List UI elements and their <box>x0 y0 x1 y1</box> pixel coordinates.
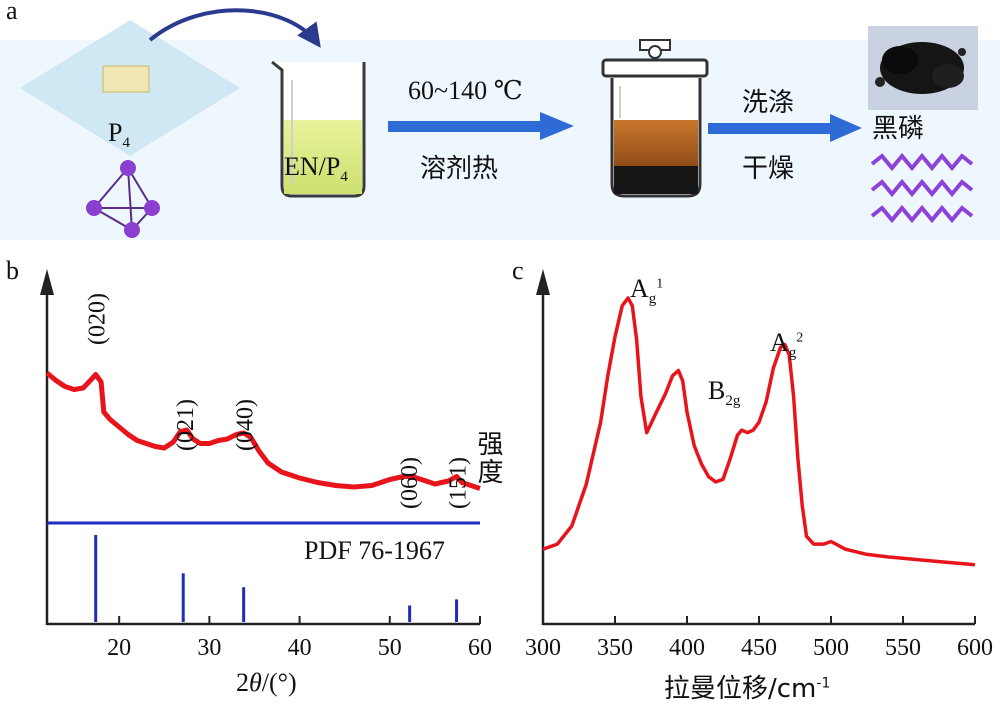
raman-x-tick-label: 350 <box>597 635 633 661</box>
xrd-x-tick-label: 30 <box>197 635 221 661</box>
tetrahedron-icon <box>86 160 160 238</box>
autoclave-icon <box>601 39 709 198</box>
arrow-wash-dry <box>708 114 862 142</box>
raman-spectrum-line <box>542 296 976 567</box>
raman-peak-label-b2g: B2g <box>708 376 741 410</box>
xrd-reference-label: PDF 76-1967 <box>304 536 445 565</box>
beaker-label: EN/P4 <box>284 152 348 186</box>
xrd-x-tick-label: 40 <box>288 635 312 661</box>
step1-temperature: 60~140 ℃ <box>408 76 523 105</box>
raman-peak-label-ag2: Ag2 <box>770 328 804 362</box>
xrd-peak-label: (021) <box>173 399 199 451</box>
xrd-x-tick-label: 50 <box>378 635 402 661</box>
step1-method: 溶剂热 <box>420 154 499 184</box>
raman-x-tick-label: 400 <box>669 635 705 661</box>
bp-powder-image <box>868 26 978 110</box>
raman-x-tick-label: 300 <box>525 635 561 661</box>
product-label: 黑磷 <box>872 114 925 144</box>
raman-y-axis-label: 强度 <box>473 430 503 486</box>
xrd-x-tick-label: 60 <box>468 635 492 661</box>
raman-x-tick-label: 600 <box>957 635 993 661</box>
xrd-peak-label: (040) <box>233 399 259 451</box>
panel-b-letter: b <box>6 256 19 285</box>
xrd-peak-label: (020) <box>85 293 111 345</box>
raman-x-axis-label: 拉曼位移/cm-1 <box>664 674 831 704</box>
xrd-pattern-line <box>45 371 481 491</box>
step2-dry: 干燥 <box>742 154 795 184</box>
synthesis-schematic <box>0 8 1000 240</box>
xrd-peak-label: (151) <box>446 457 472 509</box>
raman-peak-label-ag1: Ag1 <box>630 274 664 308</box>
arrow-solvothermal <box>388 112 574 140</box>
beaker-icon <box>271 60 366 198</box>
xrd-y-axis-arrow <box>40 269 54 295</box>
xrd-peak-label: (060) <box>397 457 423 509</box>
p4-label: P4 <box>108 118 130 152</box>
raman-x-tick-label: 450 <box>741 635 777 661</box>
xrd-x-tick-label: 20 <box>107 635 131 661</box>
raman-x-tick-label: 500 <box>813 635 849 661</box>
curved-arrow <box>148 8 321 48</box>
panel-c-letter: c <box>512 256 524 285</box>
step2-wash: 洗涤 <box>742 88 795 118</box>
bp-layer-structure-icon <box>870 152 974 224</box>
raman-x-tick-label: 550 <box>885 635 921 661</box>
raman-y-axis-arrow <box>536 269 550 295</box>
p4-sample <box>102 65 150 93</box>
xrd-x-axis-label: 2θ/(°) <box>236 668 297 697</box>
panel-a-letter: a <box>6 0 18 25</box>
raman-chart: 300 350 400 450 500 550 600 <box>525 269 993 661</box>
xrd-chart: 20 30 40 50 60 (020) (021) (040) (060) (151) <box>40 269 492 661</box>
